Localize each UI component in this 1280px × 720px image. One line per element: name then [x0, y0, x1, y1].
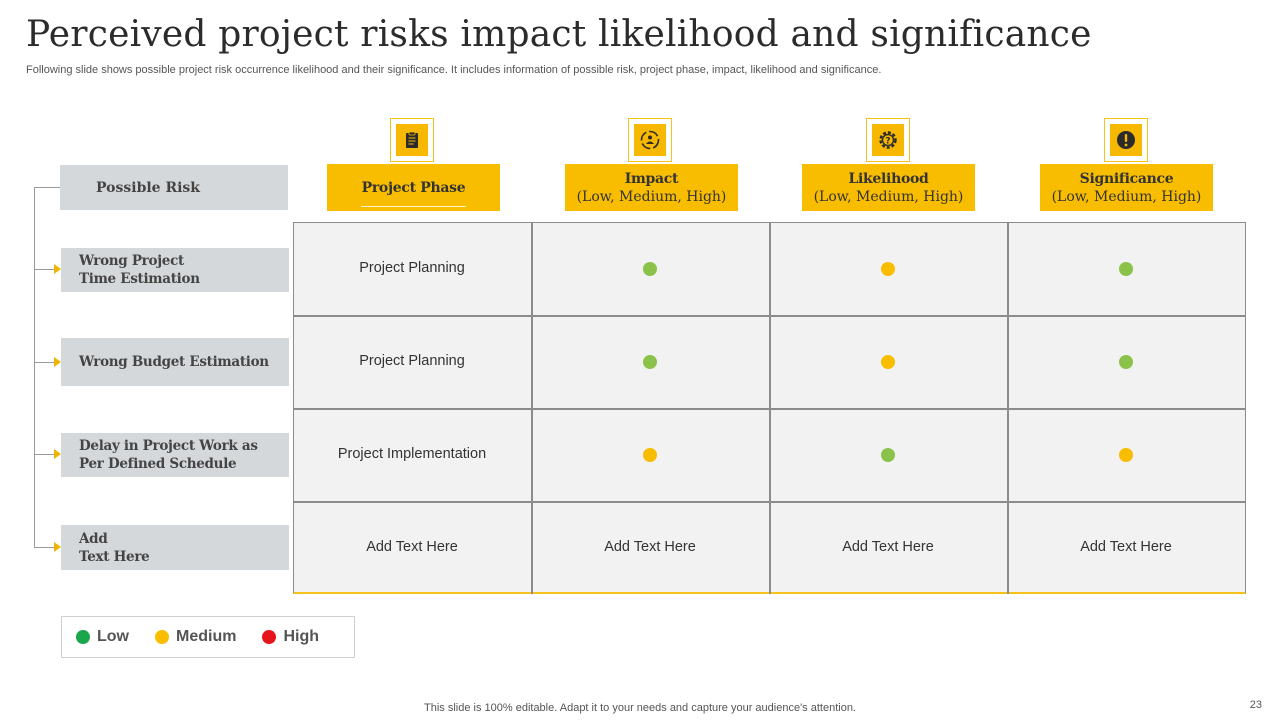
svg-text:?: ?	[885, 137, 890, 147]
impact-cycle-icon	[640, 130, 660, 150]
legend-item-medium: Medium	[155, 628, 236, 646]
arrow-icon	[54, 542, 61, 552]
legend-label: Medium	[176, 628, 237, 645]
column-title: Likelihood	[848, 170, 929, 187]
page-subtitle: Following slide shows possible project r…	[26, 64, 882, 76]
rating-dot-low	[881, 447, 895, 462]
legend: Low Medium High	[61, 616, 355, 658]
table-cell-text: Add Text Here	[604, 538, 696, 555]
exclamation-icon	[1117, 131, 1135, 149]
risk-label-line1: Wrong Budget Estimation	[79, 354, 269, 370]
legend-dot-low	[76, 630, 90, 644]
tree-connector-4	[34, 547, 56, 548]
rating-dot-low	[643, 261, 657, 276]
rating-dot-medium	[881, 261, 895, 276]
table-divider	[293, 408, 1246, 410]
column-subtitle: (Low, Medium, High)	[576, 188, 727, 205]
legend-label: High	[283, 628, 319, 645]
table-divider	[293, 315, 1246, 317]
column-title: Impact	[624, 170, 679, 187]
table-divider	[293, 501, 1246, 503]
risk-item-1: Wrong Project Time Estimation	[61, 248, 289, 292]
risk-label-line2: Text Here	[79, 548, 150, 565]
risk-item-2: Wrong Budget Estimation	[61, 338, 289, 386]
risk-label-line1: Add	[79, 530, 108, 547]
arrow-icon	[54, 449, 61, 459]
rating-dot-low	[1119, 261, 1133, 276]
rating-dot-medium	[881, 354, 895, 369]
significance-icon-frame	[1104, 118, 1148, 162]
table-cell-text: Project Implementation	[337, 445, 487, 462]
risk-label-line2: Time Estimation	[79, 271, 200, 287]
footer-note: This slide is 100% editable. Adapt it to…	[424, 702, 856, 714]
arrow-icon	[54, 264, 61, 274]
page-title: Perceived project risks impact likelihoo…	[26, 14, 1092, 55]
arrow-icon	[54, 357, 61, 367]
possible-risk-header: Possible Risk	[60, 165, 288, 210]
column-header-project-phase: Project Phase	[327, 164, 500, 211]
column-header-impact: Impact (Low, Medium, High)	[565, 164, 738, 211]
risk-label-line2: Per Defined Schedule	[79, 456, 237, 472]
tree-connector-vertical	[34, 187, 35, 548]
tree-connector-1	[34, 269, 56, 270]
rating-dot-low	[643, 354, 657, 369]
legend-item-high: High	[262, 628, 319, 646]
table-cell-text: Add Text Here	[1080, 538, 1172, 555]
column-title: Significance	[1079, 170, 1174, 187]
column-subtitle: (Low, Medium, High)	[1051, 188, 1202, 205]
tree-connector-2	[34, 362, 56, 363]
tree-connector-top	[34, 187, 61, 188]
rating-dot-medium	[1119, 447, 1133, 462]
likelihood-icon-frame: ?	[866, 118, 910, 162]
rating-dot-medium	[643, 447, 657, 462]
legend-label: Low	[97, 628, 129, 645]
page-number: 23	[1249, 699, 1262, 711]
column-header-likelihood: Likelihood (Low, Medium, High)	[802, 164, 975, 211]
legend-dot-medium	[155, 630, 169, 644]
column-title: Project Phase	[361, 179, 466, 196]
header-underline	[361, 206, 466, 207]
risk-item-4: Add Text Here	[61, 525, 289, 570]
risk-label-line1: Delay in Project Work as	[79, 438, 258, 454]
clipboard-icon	[406, 131, 418, 148]
rating-dot-low	[1119, 354, 1133, 369]
risk-item-3: Delay in Project Work as Per Defined Sche…	[61, 433, 289, 477]
legend-dot-high	[262, 630, 277, 644]
table-cell-text: Add Text Here	[842, 538, 934, 555]
tree-connector-3	[34, 454, 56, 455]
column-header-significance: Significance (Low, Medium, High)	[1040, 164, 1213, 211]
impact-icon-frame	[628, 118, 672, 162]
table-cell-text: Add Text Here	[366, 538, 458, 555]
column-subtitle: (Low, Medium, High)	[813, 188, 964, 205]
table-cell-text: Project Planning	[359, 259, 465, 276]
risk-label-line1: Wrong Project	[79, 253, 184, 269]
project-phase-icon-frame	[390, 118, 434, 162]
gear-question-icon: ?	[879, 131, 897, 149]
legend-item-low: Low	[76, 628, 129, 646]
table-cell-text: Project Planning	[359, 352, 465, 369]
